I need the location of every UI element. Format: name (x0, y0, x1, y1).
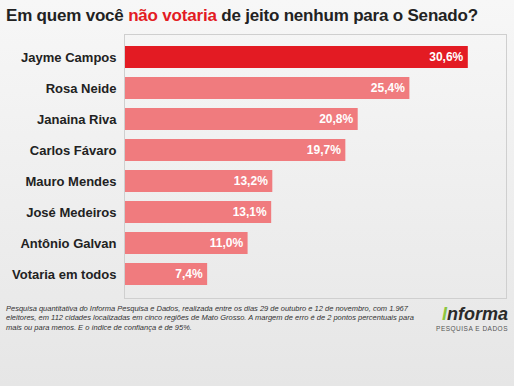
html-text:Pesquisa quantitativa do Infor: Pesquisa quantitativa do Informa Pesquis… (6, 304, 414, 332)
svg-text:José Medeiros: José Medeiros (26, 205, 116, 220)
svg-text:Jayme Campos: Jayme Campos (21, 50, 116, 65)
svg-text:Antônio Galvan: Antônio Galvan (20, 236, 116, 251)
html-text:I nforma: I nforma (442, 304, 508, 325)
svg-text:Janaina Riva: Janaina Riva (37, 112, 117, 127)
svg-text:13,1%: 13,1% (233, 205, 267, 219)
svg-text:20,8%: 20,8% (319, 112, 353, 126)
svg-text:Rosa Neide: Rosa Neide (46, 81, 117, 96)
svg-text:Votaria em todos: Votaria em todos (12, 267, 117, 282)
svg-text:11,0%: 11,0% (210, 236, 244, 250)
svg-text:30,6%: 30,6% (429, 50, 463, 64)
svg-text:19,7%: 19,7% (307, 143, 341, 157)
html-text:Em quem você não votaria de je: Em quem você não votaria de jeito nenhum… (6, 6, 478, 25)
svg-text:Carlos Fávaro: Carlos Fávaro (30, 143, 117, 158)
svg-text:Mauro Mendes: Mauro Mendes (25, 174, 116, 189)
svg-text:25,4%: 25,4% (371, 81, 405, 95)
html-text:PESQUISA E DADOS: PESQUISA E DADOS (436, 325, 508, 333)
svg-text:7,4%: 7,4% (175, 267, 203, 281)
svg-text:13,2%: 13,2% (234, 174, 268, 188)
